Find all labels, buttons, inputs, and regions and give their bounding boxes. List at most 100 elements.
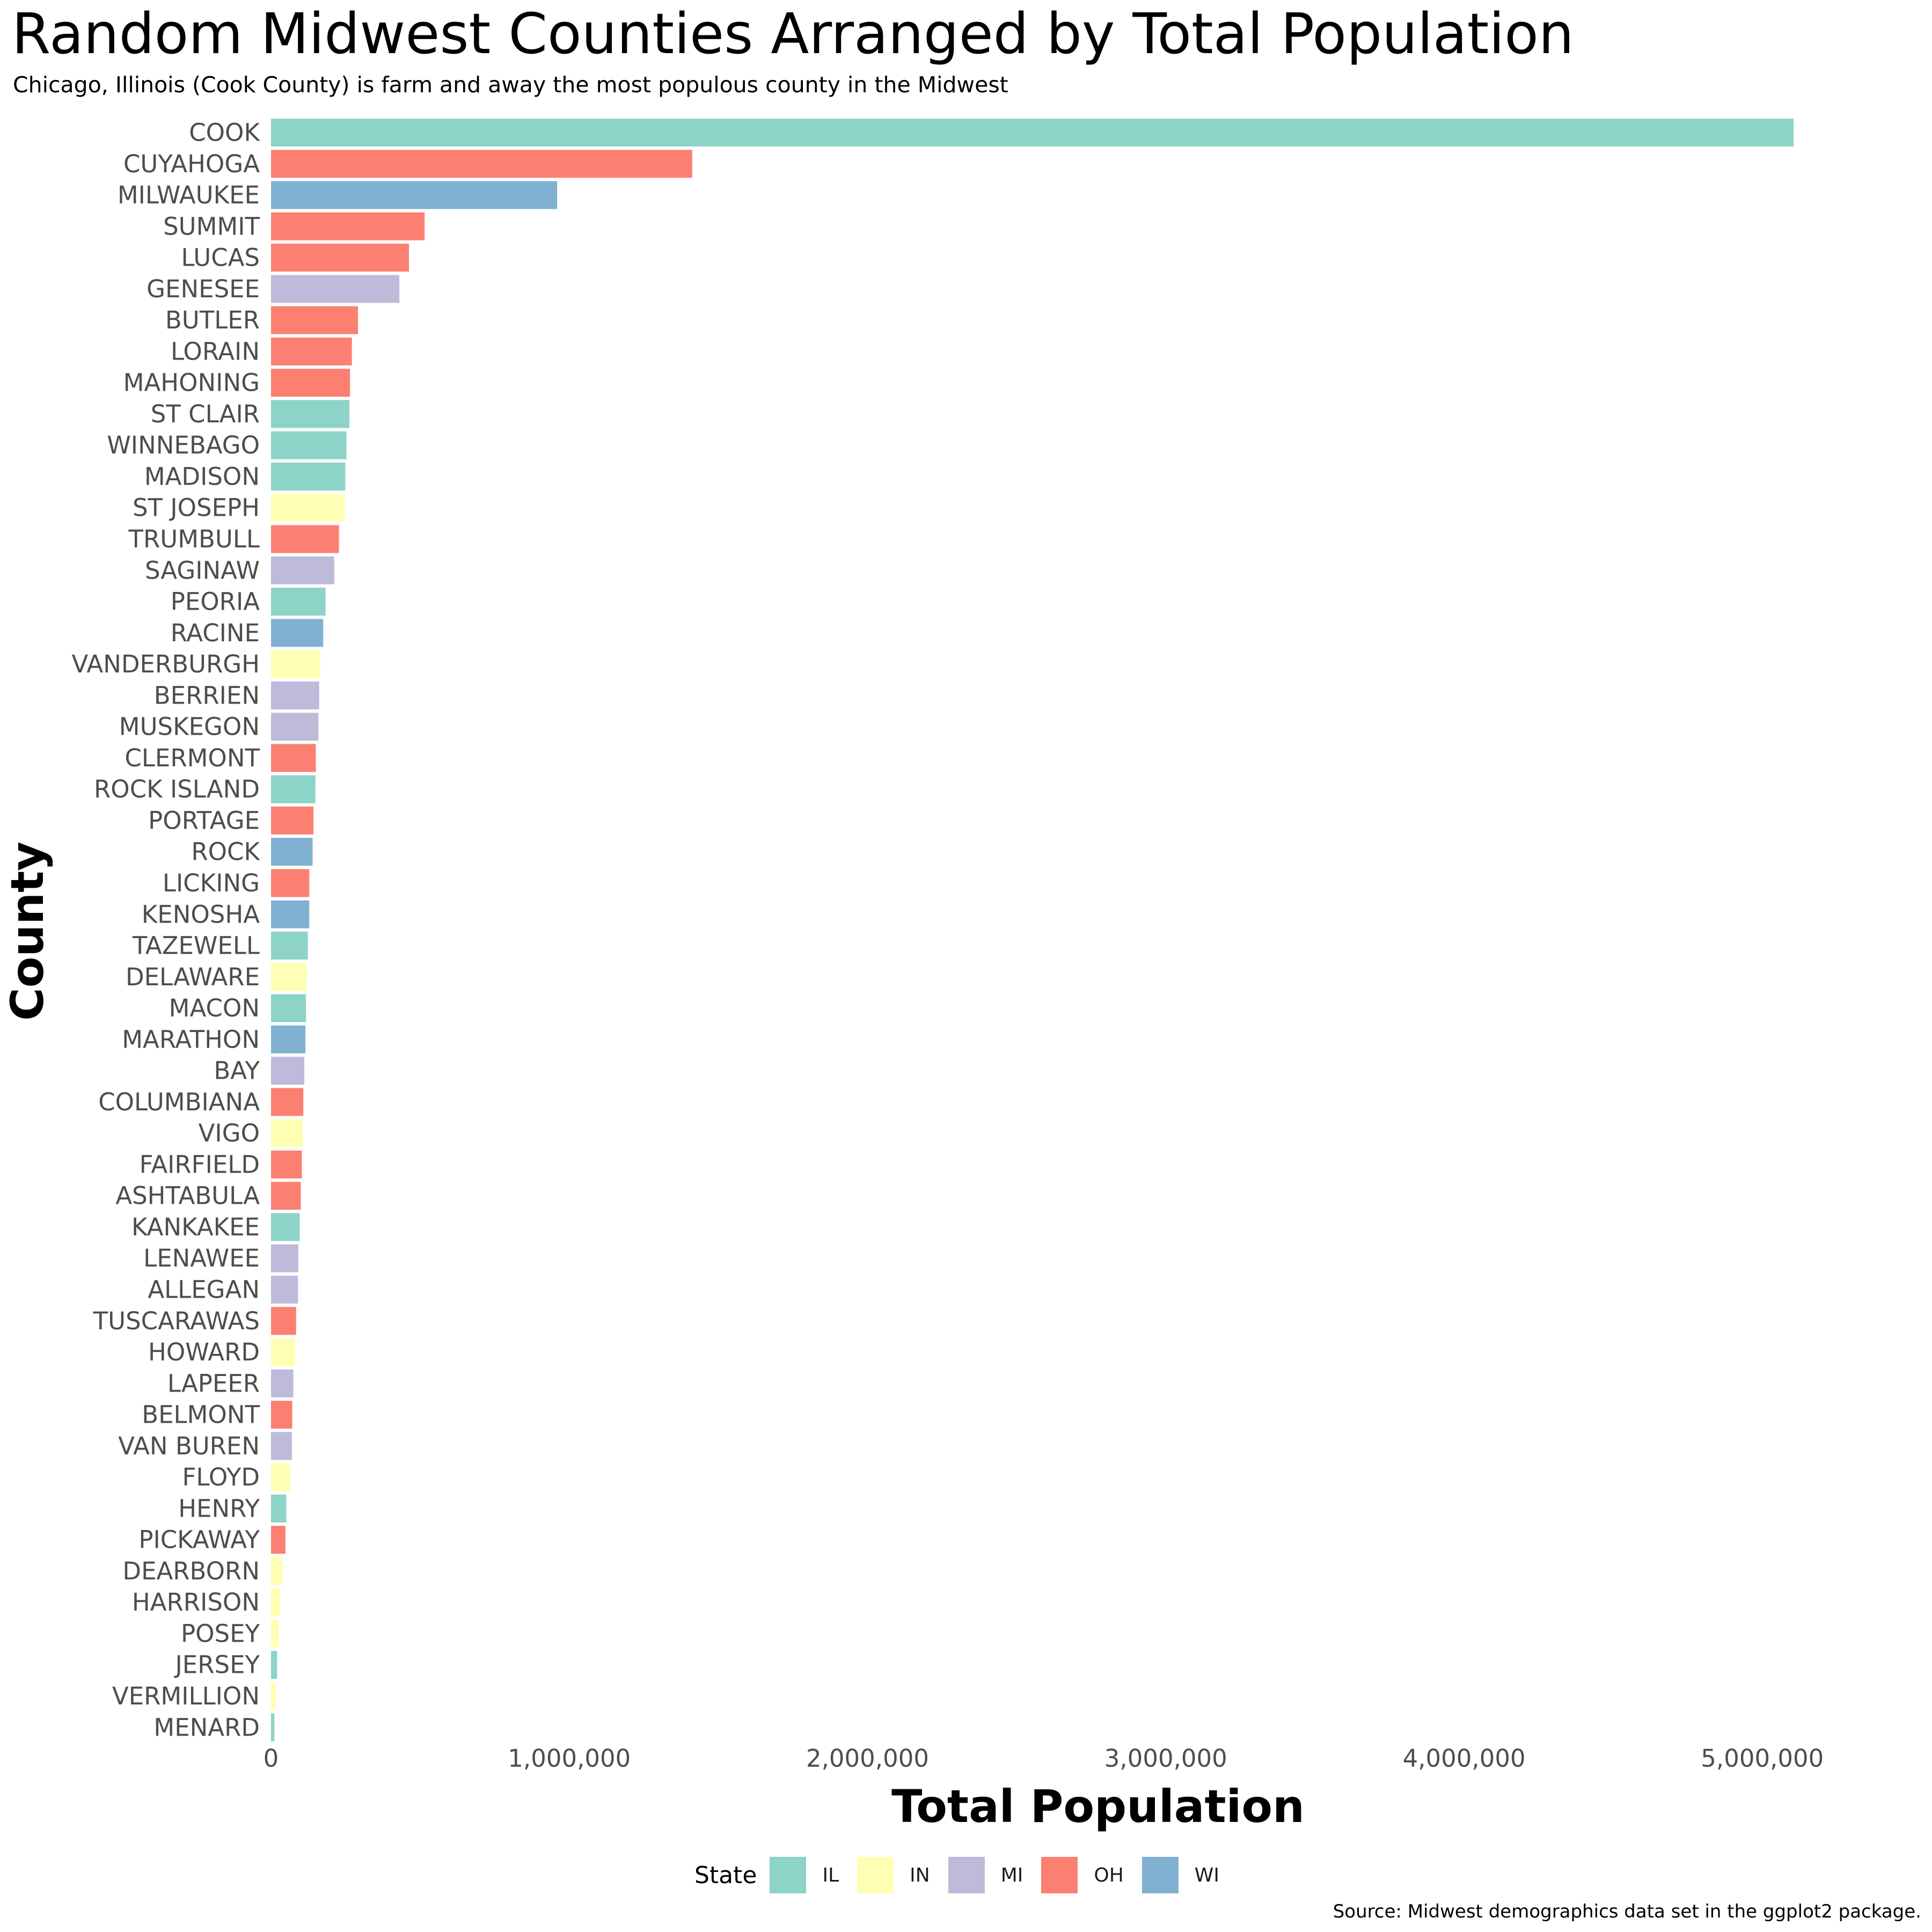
y-tick-label-henry: HENRY xyxy=(178,1494,260,1523)
bar-tuscarawas xyxy=(271,1307,296,1335)
x-tick-label-1: 1,000,000 xyxy=(508,1744,631,1773)
y-tick-label-tuscarawas: TUSCARAWAS xyxy=(93,1307,260,1335)
x-tick-label-4: 4,000,000 xyxy=(1403,1744,1526,1773)
y-tick-label-peoria: PEORIA xyxy=(171,588,260,616)
bar-marathon xyxy=(271,1025,306,1053)
bar-milwaukee xyxy=(271,181,558,209)
bar-columbiana xyxy=(271,1088,304,1116)
y-tick-labels: COOK CUYAHOGA MILWAUKEE SUMMIT LUCAS GENESEE B… xyxy=(72,119,261,1742)
y-tick-label-muskegon: MUSKEGON xyxy=(119,713,260,741)
bar-floyd xyxy=(271,1463,290,1491)
y-tick-label-clermont: CLERMONT xyxy=(125,744,260,772)
bar-rock-island xyxy=(271,775,316,803)
y-tick-label-jersey: JERSEY xyxy=(174,1651,260,1679)
bar-dearborn xyxy=(271,1557,283,1585)
bar-rock xyxy=(271,838,313,866)
y-tick-label-vanderburgh: VANDERBURGH xyxy=(72,650,260,678)
bar-cook xyxy=(271,119,1794,147)
x-tick-label-5: 5,000,000 xyxy=(1701,1744,1824,1773)
y-tick-label-cook: COOK xyxy=(189,119,260,147)
bar-lucas xyxy=(271,244,409,272)
y-tick-label-columbiana: COLUMBIANA xyxy=(98,1088,260,1116)
y-tick-label-harrison: HARRISON xyxy=(132,1588,260,1616)
legend-item-wi: WI xyxy=(1141,1857,1219,1893)
x-tick-label-3: 3,000,000 xyxy=(1104,1744,1227,1773)
bar-racine xyxy=(271,619,324,647)
chart-subtitle: Chicago, Illinois (Cook County) is farm … xyxy=(13,72,1008,98)
y-tick-label-licking: LICKING xyxy=(163,869,260,897)
bar-bay xyxy=(271,1057,305,1085)
y-tick-label-menard: MENARD xyxy=(153,1713,260,1741)
bar-ashtabula xyxy=(271,1182,301,1210)
bar-van-buren xyxy=(271,1432,292,1460)
bar-winnebago xyxy=(271,431,347,459)
bar-portage xyxy=(271,806,314,835)
y-tick-label-lorain: LORAIN xyxy=(171,337,260,365)
y-tick-label-van-buren: VAN BUREN xyxy=(118,1432,260,1460)
bar-clermont xyxy=(271,744,316,772)
legend-swatch-mi xyxy=(948,1857,985,1893)
y-tick-label-berrien: BERRIEN xyxy=(154,681,260,709)
bar-henry xyxy=(271,1494,287,1523)
y-tick-label-racine: RACINE xyxy=(171,619,260,647)
y-axis-title: County xyxy=(1,841,54,1021)
y-tick-label-trumbull: TRUMBULL xyxy=(128,525,260,553)
y-tick-label-tazewell: TAZEWELL xyxy=(132,932,260,960)
bar-saginaw xyxy=(271,556,334,584)
bar-butler xyxy=(271,306,358,334)
y-tick-label-dearborn: DEARBORN xyxy=(122,1557,260,1585)
y-tick-label-fairfield: FAIRFIELD xyxy=(140,1150,260,1179)
bar-madison xyxy=(271,463,346,491)
y-tick-label-portage: PORTAGE xyxy=(148,806,260,835)
y-tick-label-pickaway: PICKAWAY xyxy=(138,1526,260,1554)
x-tick-labels: 0 1,000,000 2,000,000 3,000,000 4,000,000 5,0… xyxy=(264,1744,1824,1773)
legend-label-oh: OH xyxy=(1094,1864,1124,1886)
y-tick-label-marathon: MARATHON xyxy=(122,1025,260,1053)
legend-swatch-wi xyxy=(1141,1857,1179,1893)
y-tick-label-mahoning: MAHONING xyxy=(123,369,260,397)
bar-berrien xyxy=(271,681,319,709)
bar-st-joseph xyxy=(271,494,345,522)
bars-group xyxy=(271,119,1794,1741)
y-tick-label-vermillion: VERMILLION xyxy=(112,1682,260,1710)
y-tick-label-floyd: FLOYD xyxy=(182,1463,260,1491)
y-tick-label-cuyahoga: CUYAHOGA xyxy=(123,150,260,178)
legend-swatch-in xyxy=(857,1857,894,1893)
bar-kankakee xyxy=(271,1213,300,1241)
y-tick-label-genesee: GENESEE xyxy=(147,275,260,303)
bar-tazewell xyxy=(271,932,308,960)
legend-label-wi: WI xyxy=(1194,1864,1219,1886)
y-tick-label-macon: MACON xyxy=(169,994,260,1022)
bar-genesee xyxy=(271,275,400,303)
bar-jersey xyxy=(271,1651,277,1679)
bar-macon xyxy=(271,994,306,1022)
y-tick-label-winnebago: WINNEBAGO xyxy=(107,431,260,459)
legend-title: State xyxy=(694,1861,757,1889)
legend-swatch-il xyxy=(770,1857,807,1893)
y-tick-label-bay: BAY xyxy=(214,1057,260,1085)
bar-howard xyxy=(271,1338,295,1366)
y-tick-label-st-clair: ST CLAIR xyxy=(151,400,260,428)
bar-delaware xyxy=(271,963,307,991)
bar-harrison xyxy=(271,1588,280,1616)
y-tick-label-lucas: LUCAS xyxy=(181,244,260,272)
y-tick-label-madison: MADISON xyxy=(144,463,260,491)
y-tick-label-rock-island: ROCK ISLAND xyxy=(94,775,260,803)
legend-label-il: IL xyxy=(822,1864,839,1886)
y-tick-label-kankakee: KANKAKEE xyxy=(131,1213,260,1241)
bar-chart: COOK CUYAHOGA MILWAUKEE SUMMIT LUCAS GENESEE B… xyxy=(1,119,1824,1833)
bar-st-clair xyxy=(271,400,350,428)
bar-allegan xyxy=(271,1276,298,1304)
bar-lorain xyxy=(271,337,352,365)
legend-swatch-oh xyxy=(1041,1857,1078,1893)
y-tick-label-butler: BUTLER xyxy=(165,306,260,334)
legend-item-oh: OH xyxy=(1041,1857,1124,1893)
bar-summit xyxy=(271,212,425,240)
bar-belmont xyxy=(271,1401,292,1429)
bar-vigo xyxy=(271,1119,303,1147)
legend-label-mi: MI xyxy=(1000,1864,1023,1886)
y-tick-label-saginaw: SAGINAW xyxy=(145,556,260,584)
legend-item-mi: MI xyxy=(948,1857,1023,1893)
y-tick-label-posey: POSEY xyxy=(181,1620,260,1648)
x-tick-label-2: 2,000,000 xyxy=(806,1744,929,1773)
